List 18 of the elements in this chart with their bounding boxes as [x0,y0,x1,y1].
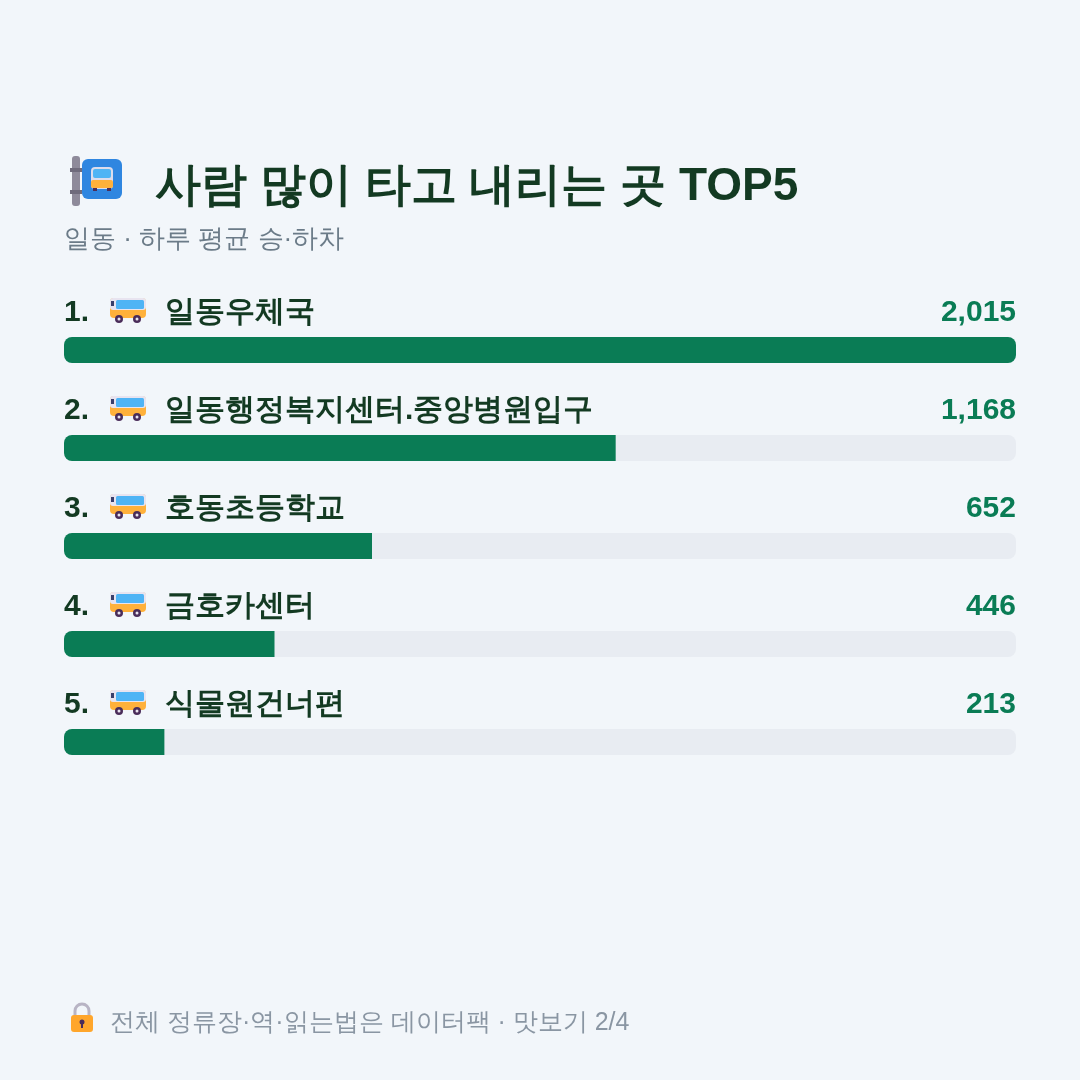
value-label: 2,015 [940,294,1016,327]
subtitle: 일동 · 하루 평균 승·하차 [64,223,345,253]
category-rank: 5. [64,686,90,719]
value-label: 213 [965,686,1016,719]
category: 금호카센터 [165,588,315,621]
title: 사람 많이 타고 내리는 곳 TOP5 [155,158,799,210]
category: 식물원건너편 [165,686,345,719]
category: 호동초등학교 [165,490,345,523]
value-label: 652 [965,490,1016,523]
category-rank: 1. [64,294,90,327]
category: 일동행정복지센터.중앙병원입구 [165,392,594,425]
category: 일동우체국 [165,294,315,327]
category-rank: 3. [64,490,90,523]
annotation: 전체 정류장·역·읽는법은 데이터팩 · 맛보기 2/4 [110,1007,630,1035]
category-rank: 2. [64,392,90,425]
value-label: 446 [965,588,1016,621]
category-rank: 4. [64,588,90,621]
value-label: 1,168 [940,392,1016,425]
